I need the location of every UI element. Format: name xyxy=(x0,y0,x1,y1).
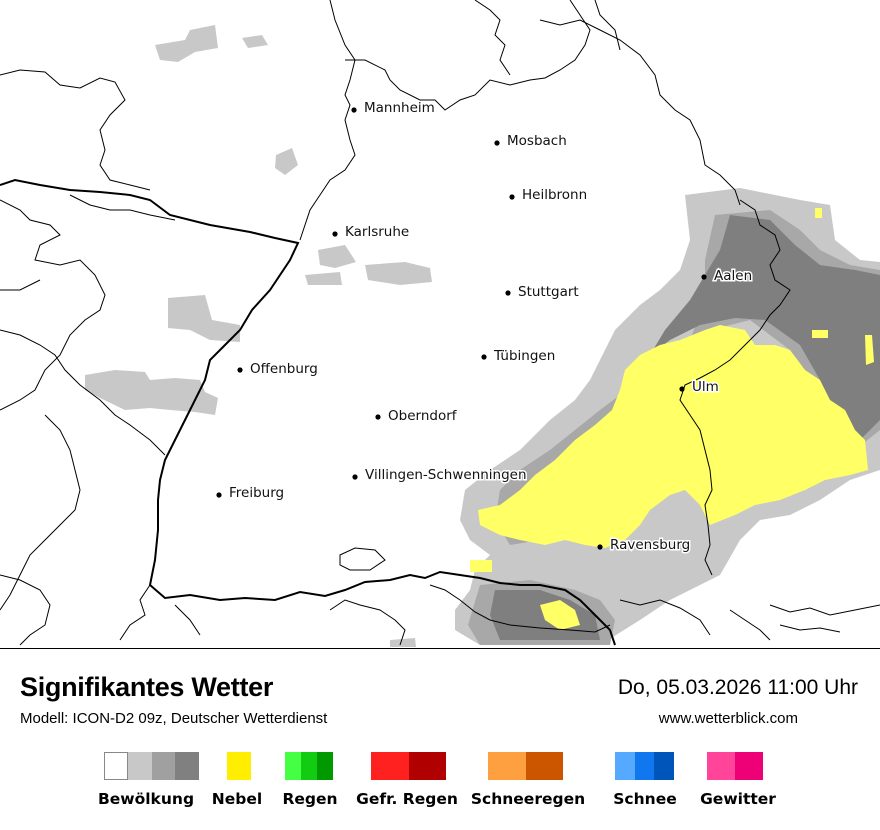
legend-swatch xyxy=(301,752,317,780)
city-label-offenburg: Offenburg xyxy=(250,361,318,377)
city-label-oberndorf: Oberndorf xyxy=(388,408,458,424)
city-label-mannheim: Mannheim xyxy=(364,100,435,116)
legend-swatch xyxy=(615,752,635,780)
border-lines xyxy=(0,0,880,646)
city-dots xyxy=(216,107,707,550)
page-title: Signifikantes Wetter xyxy=(20,672,274,702)
legend-swatch xyxy=(152,752,175,780)
legend-swatches-schnee xyxy=(615,752,674,780)
city-label-stuttgart: Stuttgart xyxy=(518,284,579,300)
legend-group-nebel xyxy=(227,752,251,780)
legend-swatch xyxy=(371,752,409,780)
legend-group-schnee xyxy=(615,752,674,780)
website-link[interactable]: www.wetterblick.com xyxy=(658,710,798,727)
legend-label-bewoelkung: Bewölkung xyxy=(97,790,195,808)
legend-label-regen: Regen xyxy=(282,790,338,808)
legend-group-regen xyxy=(285,752,333,780)
legend-swatch xyxy=(175,752,199,780)
city-label-aalen: Aalen xyxy=(714,268,752,284)
city-label-ulm: Ulm xyxy=(692,379,719,395)
legend-swatch xyxy=(635,752,654,780)
city-label-tuebingen: Tübingen xyxy=(493,348,555,364)
legend-swatch xyxy=(654,752,674,780)
legend-swatch xyxy=(227,752,251,780)
cloud-layer xyxy=(85,25,880,647)
legend-swatch xyxy=(317,752,333,780)
legend-swatches-gewitter xyxy=(707,752,763,780)
city-label-karlsruhe: Karlsruhe xyxy=(345,224,409,240)
legend-group-schneeregen xyxy=(488,752,563,780)
city-label-ravensburg: Ravensburg xyxy=(610,537,690,553)
legend-label-schnee: Schnee xyxy=(613,790,677,808)
legend-swatch xyxy=(488,752,526,780)
legend-label-gewitter: Gewitter xyxy=(700,790,776,808)
legend-swatches-regen xyxy=(285,752,333,780)
city-label-mosbach: Mosbach xyxy=(507,133,567,149)
forecast-datetime: Do, 05.03.2026 11:00 Uhr xyxy=(617,676,858,699)
legend-group-gefr-regen xyxy=(371,752,446,780)
legend-swatch xyxy=(707,752,735,780)
legend-swatches-nebel xyxy=(227,752,251,780)
legend-label-nebel: Nebel xyxy=(211,790,263,808)
legend-swatch xyxy=(735,752,763,780)
model-subtitle: Modell: ICON-D2 09z, Deutscher Wetterdie… xyxy=(20,710,328,727)
legend-label-schneeregen: Schneeregen xyxy=(470,790,586,808)
city-label-villingen-schwenningen: Villingen-Schwenningen xyxy=(365,467,527,483)
legend-swatch xyxy=(526,752,563,780)
weather-map: Mannheim Mosbach Heilbronn Karlsruhe Aal… xyxy=(0,0,880,649)
legend-swatch xyxy=(104,752,128,780)
legend-group-gewitter xyxy=(707,752,763,780)
city-label-freiburg: Freiburg xyxy=(229,485,284,501)
legend-swatch xyxy=(285,752,301,780)
legend-swatches-schneeregen xyxy=(488,752,563,780)
legend: Bewölkung Nebel Regen Gefr. Regen Schnee… xyxy=(0,752,880,822)
legend-swatches-bewoelkung xyxy=(104,752,199,780)
city-labels: Mannheim Mosbach Heilbronn Karlsruhe Aal… xyxy=(228,99,754,555)
legend-swatch xyxy=(128,752,152,780)
legend-group-bewoelkung xyxy=(104,752,199,780)
legend-swatches-gefr-regen xyxy=(371,752,446,780)
legend-label-gefr-regen: Gefr. Regen xyxy=(356,790,458,808)
legend-swatch xyxy=(409,752,446,780)
city-label-heilbronn: Heilbronn xyxy=(522,187,587,203)
